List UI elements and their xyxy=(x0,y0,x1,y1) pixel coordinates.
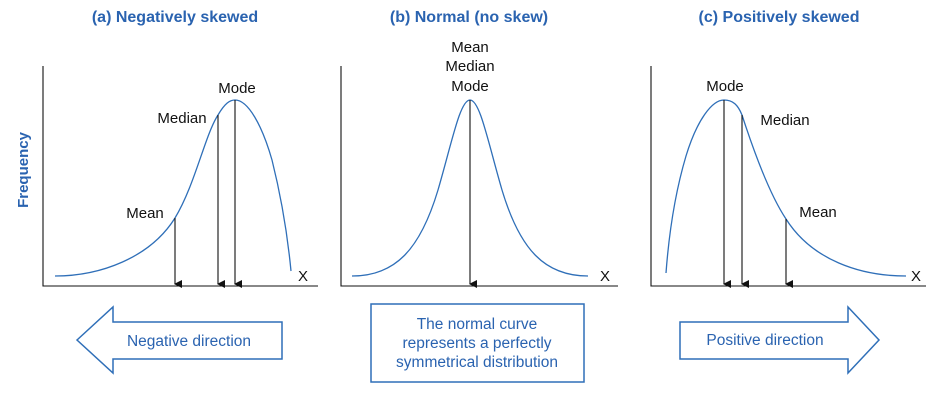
positive-direction-label: Positive direction xyxy=(706,332,823,349)
panel-positively-skewed: (c) Positively skewed Mode Median Mean X… xyxy=(650,9,926,375)
negative-direction-arrow: Negative direction xyxy=(75,305,283,375)
panel-a-title: (a) Negatively skewed xyxy=(92,9,258,26)
frequency-axis-label: Frequency xyxy=(15,131,32,208)
panel-c-median-label: Median xyxy=(760,112,809,129)
panel-c-curve xyxy=(665,99,907,277)
positive-direction-arrow: Positive direction xyxy=(679,305,881,375)
panel-a-axes xyxy=(42,66,318,287)
panel-a-x-label: X xyxy=(298,268,308,285)
panel-c-mean-label: Mean xyxy=(799,204,837,221)
panel-negatively-skewed: (a) Negatively skewed Mean Median Mode X… xyxy=(42,9,318,375)
panel-normal: (b) Normal (no skew) Mean Median Mode X … xyxy=(340,9,618,383)
panel-c-mode-label: Mode xyxy=(706,78,744,95)
normal-curve-note-box: The normal curve represents a perfectly … xyxy=(370,303,585,383)
note-line-2: represents a perfectly xyxy=(402,335,551,352)
panel-c-axes xyxy=(650,66,926,287)
panel-b-title: (b) Normal (no skew) xyxy=(390,9,548,26)
panel-a-median-label: Median xyxy=(157,110,206,127)
panel-a-mode-label: Mode xyxy=(218,80,256,97)
panel-b-mean-label: Mean xyxy=(451,39,489,56)
panel-a-curve xyxy=(54,99,292,277)
panel-c-title: (c) Positively skewed xyxy=(699,9,860,26)
note-line-3: symmetrical distribution xyxy=(396,354,558,371)
negative-direction-label: Negative direction xyxy=(127,333,251,350)
panel-b-mode-label: Mode xyxy=(451,78,489,95)
note-line-1: The normal curve xyxy=(417,316,538,333)
panel-b-axes xyxy=(340,66,618,287)
panel-a-mean-label: Mean xyxy=(126,205,164,222)
panel-c-x-label: X xyxy=(911,268,921,285)
panel-b-x-label: X xyxy=(600,268,610,285)
panel-b-median-label: Median xyxy=(445,58,494,75)
